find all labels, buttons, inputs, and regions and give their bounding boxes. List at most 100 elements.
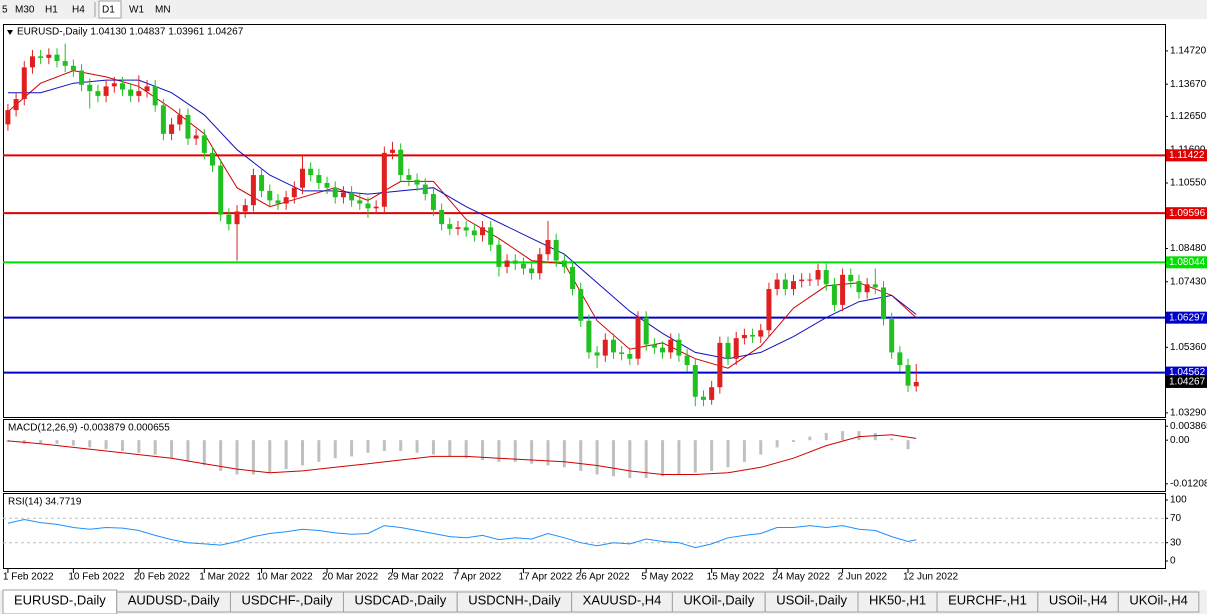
- candle-body: [537, 254, 543, 274]
- tab-label[interactable]: EURUSD-,Daily: [14, 592, 106, 607]
- tab[interactable]: [1117, 591, 1200, 613]
- level-label: 1.09596: [1169, 208, 1206, 219]
- symbol-menu-icon[interactable]: [7, 30, 13, 35]
- timeframe-button[interactable]: H4: [72, 5, 85, 16]
- candle-body: [13, 99, 19, 111]
- candle-body: [430, 194, 436, 210]
- candle-body: [62, 61, 68, 66]
- pane-line: 100 70 30 0 RSI(14) 34.7719: [3, 495, 1187, 567]
- candle-body: [46, 54, 52, 58]
- tab-label[interactable]: XAUUSD-,H4: [583, 592, 662, 607]
- y-tick-label: 1.14720: [1170, 46, 1207, 57]
- candle-body: [185, 114, 191, 139]
- macd-bar: [693, 440, 697, 473]
- tab-label[interactable]: UKOil-,Daily: [683, 592, 754, 607]
- y-tick-label: -0.01208: [1170, 478, 1207, 489]
- candle-body: [913, 381, 919, 387]
- candle-body: [627, 353, 633, 359]
- candle-body: [840, 274, 846, 305]
- timeframe-button[interactable]: W1: [129, 5, 144, 16]
- macd-bar: [546, 440, 550, 466]
- x-tick-label: 7 Apr 2022: [453, 572, 502, 583]
- candle-body: [725, 342, 731, 359]
- timeframe-button[interactable]: 5: [2, 5, 8, 16]
- candle-body: [488, 227, 494, 245]
- moving-average: [7, 70, 917, 369]
- y-tick-label: 0.00: [1170, 435, 1190, 446]
- y-tick-label: 1.12650: [1170, 111, 1207, 122]
- candle-body: [250, 175, 256, 206]
- tab-label[interactable]: AUDUSD-,Daily: [128, 592, 220, 607]
- candle-body: [414, 179, 420, 185]
- timeframe-button[interactable]: D1: [102, 5, 115, 16]
- candle-body: [602, 339, 608, 356]
- macd-bar: [677, 440, 681, 475]
- candle-body: [193, 135, 199, 139]
- candle-body: [782, 279, 788, 290]
- y-tick-label: 30: [1170, 537, 1182, 548]
- candle-body: [218, 165, 224, 215]
- candle-body: [635, 317, 641, 359]
- moving-average: [7, 79, 917, 360]
- tab-label[interactable]: USOil-,H4: [1049, 592, 1108, 607]
- macd-bar: [824, 432, 828, 441]
- tab-label[interactable]: UKOil-,H4: [1129, 592, 1188, 607]
- candle-body: [905, 365, 911, 386]
- x-tick-label: 1 Feb 2022: [3, 572, 54, 583]
- macd-bar: [284, 440, 288, 470]
- macd-bar: [644, 440, 648, 479]
- macd-bar: [71, 440, 75, 446]
- candle-body: [103, 86, 109, 96]
- candle-body: [38, 56, 44, 58]
- signal-line: [7, 434, 917, 475]
- tab-label[interactable]: HK50-,H1: [869, 592, 926, 607]
- macd-bar: [759, 440, 763, 455]
- candle-body: [709, 387, 715, 400]
- candle-body: [807, 279, 813, 281]
- candle-body: [480, 227, 486, 236]
- candle-body: [594, 352, 600, 356]
- candle-body: [512, 260, 518, 264]
- candle-body: [496, 244, 502, 267]
- tab-label[interactable]: EURCHF-,H1: [948, 592, 1027, 607]
- macd-bar: [513, 440, 517, 462]
- x-tick-label: 17 Apr 2022: [518, 572, 572, 583]
- timeframe-button[interactable]: H1: [45, 5, 58, 16]
- macd-bar: [628, 440, 632, 479]
- candle-body: [463, 227, 469, 231]
- candle-body: [520, 263, 526, 269]
- level-label: 1.08044: [1169, 257, 1206, 268]
- macd-bar: [448, 440, 452, 457]
- level-label-box: [1166, 366, 1207, 379]
- tab-label[interactable]: USOil-,Daily: [776, 592, 847, 607]
- tab-active[interactable]: [2, 589, 118, 614]
- candle-body: [561, 260, 567, 267]
- candle-body: [177, 114, 183, 125]
- candle-body: [324, 182, 330, 188]
- candle-body: [529, 268, 535, 274]
- macd-bar: [268, 440, 272, 473]
- macd-bar: [808, 436, 812, 441]
- candle-body: [864, 284, 870, 293]
- macd-bar: [333, 440, 337, 459]
- timeframe-button[interactable]: MN: [155, 5, 171, 16]
- macd-bar: [661, 440, 665, 477]
- macd-bar: [497, 440, 501, 462]
- macd-bar: [481, 440, 485, 461]
- timeframe-button[interactable]: M30: [15, 5, 35, 16]
- candle-body: [267, 190, 273, 201]
- toolbar-items: 5 M30 H1 H4 D1 W1 MN: [2, 0, 171, 19]
- candle-body: [766, 289, 772, 331]
- tab-label[interactable]: USDCHF-,Daily: [241, 592, 333, 607]
- candle-body: [381, 152, 387, 207]
- y-tick-label: 0: [1170, 556, 1176, 567]
- tab-label[interactable]: USDCNH-,Daily: [468, 592, 561, 607]
- candle-body: [275, 200, 281, 204]
- level-label-box: [1166, 256, 1207, 269]
- candle-body: [152, 86, 158, 106]
- y-tick-label: 1.03290: [1170, 408, 1207, 419]
- candle-body: [750, 334, 756, 337]
- tab-label[interactable]: USDCAD-,Daily: [354, 592, 446, 607]
- y-tick-label: 1.05360: [1170, 342, 1207, 353]
